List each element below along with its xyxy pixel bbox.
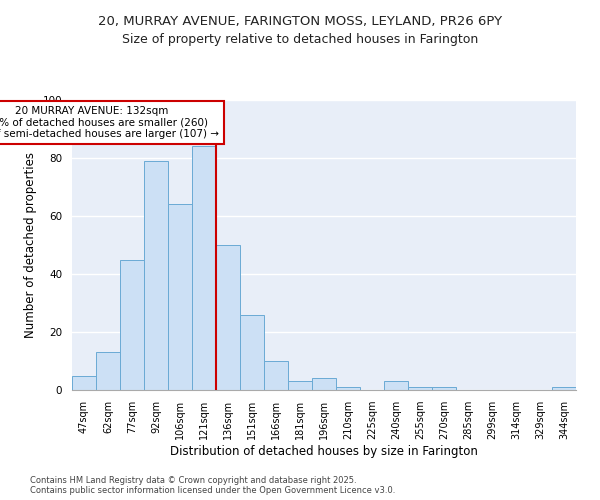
Bar <box>96 352 120 390</box>
Bar <box>264 361 288 390</box>
Bar <box>72 376 96 390</box>
Bar <box>312 378 336 390</box>
Bar <box>168 204 192 390</box>
Bar <box>216 245 240 390</box>
Bar <box>240 314 264 390</box>
X-axis label: Distribution of detached houses by size in Farington: Distribution of detached houses by size … <box>170 445 478 458</box>
Bar <box>288 382 312 390</box>
Bar <box>432 387 456 390</box>
Bar <box>144 161 168 390</box>
Text: Size of property relative to detached houses in Farington: Size of property relative to detached ho… <box>122 32 478 46</box>
Bar <box>384 382 408 390</box>
Bar <box>120 260 144 390</box>
Bar <box>408 387 432 390</box>
Text: 20 MURRAY AVENUE: 132sqm
← 68% of detached houses are smaller (260)
28% of semi-: 20 MURRAY AVENUE: 132sqm ← 68% of detach… <box>0 106 218 139</box>
Text: 20, MURRAY AVENUE, FARINGTON MOSS, LEYLAND, PR26 6PY: 20, MURRAY AVENUE, FARINGTON MOSS, LEYLA… <box>98 15 502 28</box>
Bar <box>192 146 216 390</box>
Bar <box>552 387 576 390</box>
Text: Contains HM Land Registry data © Crown copyright and database right 2025.
Contai: Contains HM Land Registry data © Crown c… <box>30 476 395 495</box>
Y-axis label: Number of detached properties: Number of detached properties <box>24 152 37 338</box>
Bar <box>336 387 360 390</box>
